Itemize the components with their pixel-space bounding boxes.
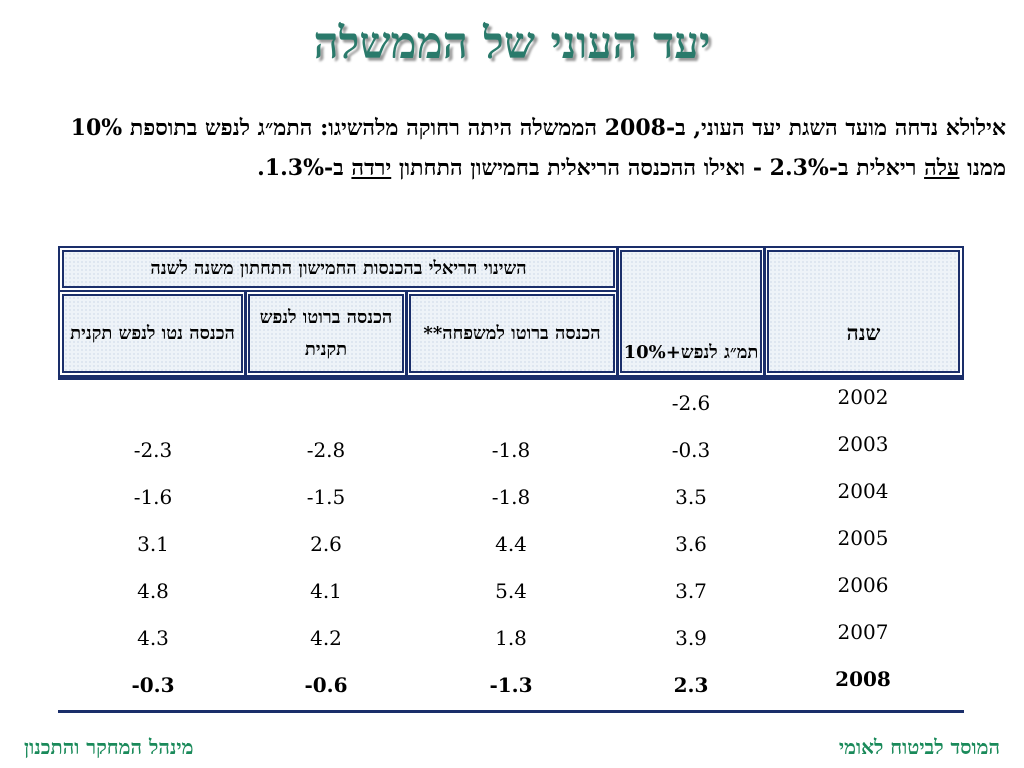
cell-family: 1.8 (495, 626, 527, 650)
cell-gdp: 3.9 (675, 626, 707, 650)
income-table: השינוי הריאלי בהכנסות החמישון התחתון משנ… (58, 246, 964, 715)
cell-family: -1.8 (491, 438, 531, 462)
paragraph-part3: ב-1.3%. (257, 155, 352, 181)
cell-gross: -0.6 (304, 673, 348, 697)
header-gdp: תמ״ג לנפש+10% (616, 246, 766, 377)
bottom-rule (58, 710, 964, 713)
header-gross-income-family: הכנסה ברוטו למשפחה** (405, 290, 619, 377)
paragraph-underline-fell: ירדה (351, 155, 392, 181)
cell-year: 2007 (837, 620, 889, 644)
cell-gdp: 3.6 (675, 532, 707, 556)
header-year: שנה (763, 246, 964, 377)
cell-year: 2006 (837, 573, 889, 597)
header-gross-income-family-label: הכנסה ברוטו למשפחה** (423, 322, 601, 344)
cell-net: 3.1 (137, 532, 169, 556)
cell-year: 2002 (837, 385, 889, 409)
cell-family: -1.8 (491, 485, 531, 509)
footer-organization: המוסד לביטוח לאומי (838, 735, 1000, 759)
cell-net: -0.3 (131, 673, 175, 697)
cell-net: -1.6 (133, 485, 173, 509)
group-header-label: השינוי הריאלי בהכנסות החמישון התחתון משנ… (150, 258, 527, 279)
summary-paragraph: אילולא נדחה מועד השגת יעד העוני, ב-2008 … (26, 108, 1006, 188)
cell-net: 4.3 (137, 626, 169, 650)
header-rule (58, 377, 964, 380)
cell-gdp: 3.5 (675, 485, 707, 509)
cell-gross: -1.5 (306, 485, 346, 509)
header-net-income-label: הכנסה נטו לנפש תקנית (70, 322, 235, 344)
cell-gross: 4.2 (310, 626, 342, 650)
cell-gross: -2.8 (306, 438, 346, 462)
header-year-label: שנה (846, 320, 881, 345)
cell-family: 5.4 (495, 579, 527, 603)
cell-family: -1.3 (489, 673, 533, 697)
cell-gdp: -0.3 (671, 438, 711, 462)
header-gdp-label: תמ״ג לנפש+10% (623, 342, 759, 363)
cell-year: 2008 (835, 667, 891, 691)
paragraph-part2: ריאלית ב-2.3% - ואילו ההכנסה הריאלית בחמ… (391, 155, 925, 181)
paragraph-part1: אילולא נדחה מועד השגת יעד העוני, ב-2008 … (70, 115, 1006, 181)
group-header: השינוי הריאלי בהכנסות החמישון התחתון משנ… (58, 246, 619, 292)
header-gross-income-person-label: הכנסה ברוטו לנפש תקנית (259, 306, 393, 360)
cell-gdp: -2.6 (671, 391, 711, 415)
header-gross-income-person: הכנסה ברוטו לנפש תקנית (244, 290, 408, 377)
cell-gdp: 3.7 (675, 579, 707, 603)
cell-gross: 4.1 (310, 579, 342, 603)
cell-gdp: 2.3 (673, 673, 709, 697)
page-title: יעד העוני של הממשלה (313, 18, 711, 69)
cell-net: 4.8 (137, 579, 169, 603)
cell-gross: 2.6 (310, 532, 342, 556)
header-net-income: הכנסה נטו לנפש תקנית (58, 290, 247, 377)
footer-department: מינהל המחקר והתכנון (24, 735, 194, 759)
cell-net: -2.3 (133, 438, 173, 462)
cell-year: 2003 (837, 432, 889, 456)
cell-year: 2004 (837, 479, 889, 503)
cell-family: 4.4 (495, 532, 527, 556)
cell-year: 2005 (837, 526, 889, 550)
paragraph-underline-rose: עלה (924, 155, 960, 181)
